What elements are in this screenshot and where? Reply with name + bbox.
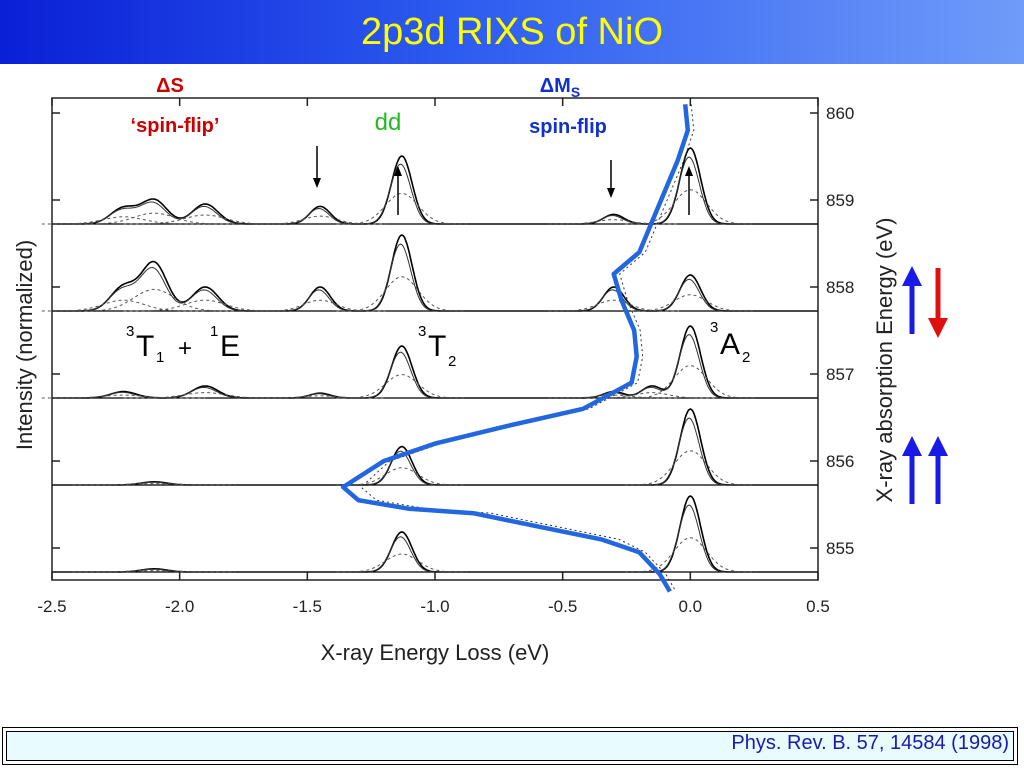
component-858-3 [254, 299, 386, 312]
state-label-3t1-1e: 3 T 1 + 1 E [126, 323, 240, 366]
down-arrow-dms-head [607, 188, 615, 198]
component-858-5 [548, 299, 680, 312]
e-sup: 1 [210, 323, 218, 340]
component-857-2 [254, 395, 386, 399]
t1-plus: + [178, 335, 192, 362]
t2-sup: 3 [418, 323, 426, 340]
component-855-2 [625, 537, 756, 573]
reference-citation: Phys. Rev. B. 57, 14584 (1998) [731, 732, 1009, 754]
y-axis-ticks: 855 856 857 858 859 860 [52, 104, 854, 558]
spin-up-arrow-blue-head [902, 266, 922, 286]
spin-arrows-parallel [902, 436, 948, 504]
component-859-6 [625, 189, 756, 225]
component-856-1 [336, 467, 468, 486]
spectrum-858-fit [52, 243, 818, 312]
x-tick-label-6: 0.5 [806, 597, 830, 616]
spectrum-856-total [52, 408, 818, 486]
y-tick-label-3: 858 [826, 278, 854, 297]
y-tick-label-1: 856 [826, 452, 854, 471]
component-858-6 [625, 294, 756, 312]
up-arrow-dd-head [394, 166, 402, 176]
reference-box: Phys. Rev. B. 57, 14584 (1998) [2, 727, 1018, 765]
component-858-1 [72, 288, 236, 312]
absorption-overlay-line [340, 104, 691, 593]
spin-arrows-antiparallel [902, 266, 948, 338]
y-tick-label-0: 855 [826, 539, 854, 558]
reference-inner [6, 731, 1014, 761]
component-859-2 [123, 214, 287, 225]
t1-main: T [136, 330, 154, 363]
component-857-6 [625, 365, 756, 399]
t2-main: T [428, 330, 446, 363]
spectrum-855-fit [52, 504, 818, 573]
x-tick-label-0: -2.5 [37, 597, 66, 616]
t1-sub: 1 [156, 349, 164, 366]
absorption-dotted-line [360, 104, 695, 592]
spin-flip-label: spin-flip [529, 116, 607, 138]
component-855-1 [336, 553, 468, 573]
component-857-3 [336, 374, 468, 399]
spin-up-arrow-1-head [902, 436, 922, 456]
component-859-4 [336, 192, 468, 225]
a2-main: A [720, 328, 740, 361]
y-tick-label-4: 859 [826, 191, 854, 210]
x-tick-label-3: -1.0 [420, 597, 449, 616]
delta-ms-label: ΔMS [540, 75, 580, 100]
spectrum-856-fit [52, 417, 818, 486]
spin-up-arrow-2-head [928, 436, 948, 456]
x-tick-label-5: 0.0 [679, 597, 703, 616]
up-arrow-elastic-head [685, 166, 693, 176]
y-tick-label-5: 860 [826, 104, 854, 123]
y-axis-label-left: Intensity (normalized) [12, 240, 37, 450]
down-arrow-ds-head [313, 178, 321, 188]
delta-s-label: ΔS [156, 75, 184, 97]
x-tick-label-4: -0.5 [548, 597, 577, 616]
component-856-2 [625, 450, 756, 486]
component-859-3 [254, 215, 386, 225]
t1-sup: 3 [126, 323, 134, 340]
e-main: E [220, 330, 240, 363]
x-tick-label-2: -1.5 [293, 597, 322, 616]
dd-label: dd [375, 109, 402, 136]
component-858-0 [41, 299, 206, 312]
y-axis-label-right: X-ray absorption Energy (eV) [872, 218, 897, 503]
spectra-group [41, 147, 818, 573]
spectrum-857-fit [52, 334, 818, 399]
component-857-4 [548, 394, 680, 399]
title-bar: 2p3d RIXS of NiO [0, 0, 1024, 64]
component-858-4 [336, 276, 468, 312]
t2-sub: 2 [448, 353, 456, 370]
state-label-3t2: 3 T 2 [418, 323, 456, 370]
component-859-1 [72, 212, 236, 225]
component-857-5 [586, 392, 718, 399]
delta-ms-sub: S [571, 84, 580, 100]
pointer-arrows [313, 146, 693, 215]
delta-ms-main: ΔM [540, 75, 571, 97]
state-label-3a2: 3 A 2 [710, 319, 750, 366]
component-858-2 [123, 299, 287, 312]
spin-down-arrow-red-head [928, 318, 948, 338]
a2-sup: 3 [710, 319, 718, 336]
x-axis-ticks: -2.5 -2.0 -1.5 -1.0 -0.5 0.0 0.5 [37, 98, 830, 616]
slide-title: 2p3d RIXS of NiO [360, 11, 664, 53]
spectrum-855-total [52, 495, 818, 573]
y-tick-label-2: 857 [826, 365, 854, 384]
x-tick-label-1: -2.0 [165, 597, 194, 616]
spin-flip-quoted-label: ‘spin-flip’ [131, 115, 220, 137]
a2-sub: 2 [742, 349, 750, 366]
x-axis-label: X-ray Energy Loss (eV) [321, 640, 550, 665]
